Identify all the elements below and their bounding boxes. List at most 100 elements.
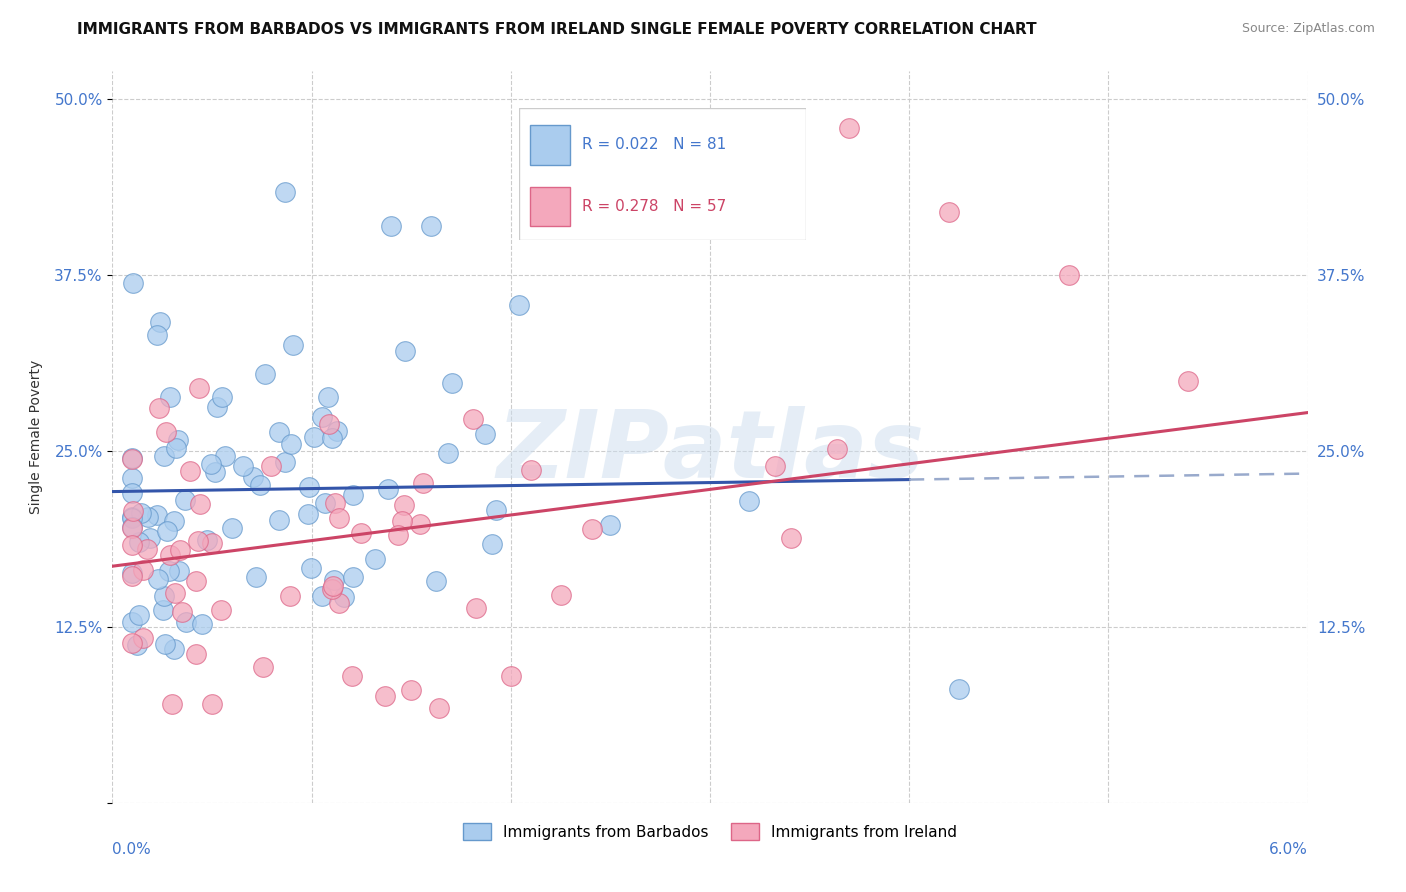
Point [780,531,803,545]
Point [139,531,162,545]
Point [1057,268,1080,283]
Point [165,586,187,600]
Point [461,411,484,425]
Point [162,698,183,712]
Point [267,513,290,527]
Point [481,537,503,551]
Point [274,455,297,469]
Point [232,459,254,474]
Point [392,498,415,512]
Point [148,401,170,415]
Point [333,590,356,604]
Point [132,563,155,577]
Point [121,450,143,465]
Point [179,464,201,478]
Point [328,595,350,609]
Point [129,506,152,520]
Point [131,632,153,646]
Point [318,417,340,431]
Point [349,525,371,540]
Point [425,574,447,589]
Point [1177,374,1199,388]
Point [157,564,180,578]
Point [136,509,159,524]
Point [465,600,488,615]
Point [121,509,143,524]
Point [149,314,172,328]
Point [163,514,186,528]
Point [508,298,530,312]
Y-axis label: Single Female Poverty: Single Female Poverty [30,360,44,514]
Point [163,642,186,657]
Point [128,535,150,549]
Point [283,338,305,352]
Point [195,533,218,547]
Point [323,573,346,587]
Point [165,442,187,456]
Point [146,508,169,522]
Point [412,476,434,491]
Point [437,446,460,460]
Point [245,570,267,584]
Point [121,636,143,650]
Point [214,449,236,463]
Point [121,566,143,580]
Point [311,409,333,424]
Point [499,669,522,683]
Point [328,511,350,525]
Point [252,660,274,674]
Point [135,541,157,556]
Point [738,494,761,508]
Point [221,521,243,535]
Point [200,457,222,471]
Point [121,452,143,467]
Point [121,486,143,500]
Point [122,276,145,290]
Point [211,390,233,404]
Point [763,459,786,474]
Text: IMMIGRANTS FROM BARBADOS VS IMMIGRANTS FROM IRELAND SINGLE FEMALE POVERTY CORREL: IMMIGRANTS FROM BARBADOS VS IMMIGRANTS F… [77,22,1038,37]
Point [159,548,181,562]
Point [377,482,399,496]
Point [599,518,621,533]
Point [260,459,283,474]
Point [121,471,143,485]
Point [825,442,848,456]
Point [205,400,228,414]
Point [314,496,336,510]
Point [156,524,179,539]
Point [167,433,190,447]
Point [209,603,232,617]
Point [340,669,363,683]
Point [387,528,409,542]
Point [427,701,450,715]
Legend: Immigrants from Barbados, Immigrants from Ireland: Immigrants from Barbados, Immigrants fro… [457,816,963,847]
Point [938,205,960,219]
Point [122,504,145,518]
Point [323,496,346,510]
Point [298,480,321,494]
Point [201,698,224,712]
Text: 6.0%: 6.0% [1268,842,1308,856]
Point [316,390,339,404]
Point [186,574,208,588]
Point [249,477,271,491]
Point [299,561,322,575]
Point [121,569,143,583]
Point [188,496,211,510]
Point [173,492,195,507]
Point [342,570,364,584]
Point [121,520,143,534]
Point [187,533,209,548]
Text: 0.0%: 0.0% [112,842,152,856]
Point [253,368,276,382]
Point [174,615,197,629]
Point [374,689,396,703]
Point [201,535,224,549]
Point [278,589,301,603]
Point [242,470,264,484]
Point [297,508,319,522]
Point [401,683,423,698]
Point [948,682,970,697]
Point [184,648,207,662]
